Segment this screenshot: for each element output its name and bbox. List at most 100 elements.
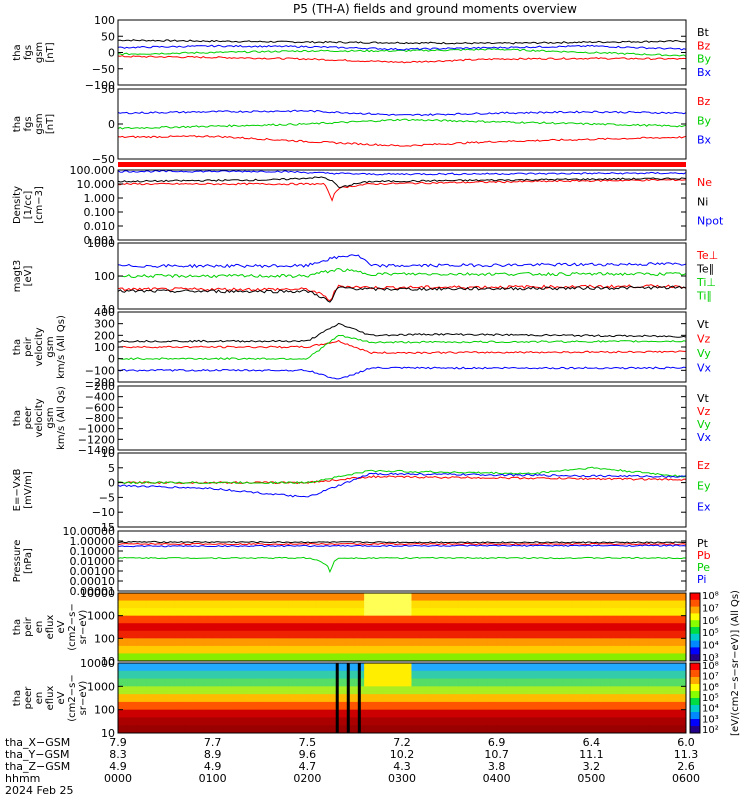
- spectrogram-cell: [278, 709, 289, 718]
- spectrogram-cell: [392, 608, 403, 617]
- spectrogram-cell: [544, 678, 554, 687]
- spectrogram-cell: [515, 593, 526, 602]
- spectrogram-cell: [203, 678, 214, 687]
- spectrogram-cell: [619, 615, 630, 624]
- spectrogram-cell: [231, 608, 242, 617]
- spectrogram-cell: [345, 725, 356, 734]
- colorbar-frame: [689, 592, 701, 662]
- spectrogram-cell: [193, 593, 204, 602]
- legend-entry-Bz: Bz: [697, 95, 711, 108]
- y-axis-label: Pressure: [12, 540, 23, 583]
- series-line-Ti⊥: [117, 267, 687, 279]
- spectrogram-cell: [468, 623, 479, 632]
- spectrogram-cell: [307, 686, 318, 695]
- spectrogram-cell: [411, 645, 422, 654]
- spectrogram-cell: [420, 638, 431, 647]
- spectrogram-cell: [278, 615, 289, 624]
- y-axis-label: [nT]: [45, 42, 56, 62]
- y-axis-label: [1/cc]: [23, 191, 34, 220]
- spectrogram-cell: [118, 678, 128, 687]
- spectrogram-cell: [667, 623, 678, 632]
- spectrogram-cell: [657, 623, 668, 632]
- spectrogram-cell: [648, 638, 659, 647]
- spectrogram-cell: [610, 608, 621, 617]
- spectrogram-cell: [174, 725, 185, 734]
- legend-entry-Ex: Ex: [697, 500, 711, 513]
- y-axis-label: [mV/m]: [23, 471, 34, 509]
- spectrogram-cell: [629, 630, 640, 639]
- spectrogram-cell: [600, 701, 611, 711]
- colorbar-cell: [690, 719, 700, 727]
- spectrogram-cell: [402, 701, 412, 711]
- spectrogram-cell: [534, 694, 545, 703]
- spectrogram-cell: [619, 717, 630, 726]
- series-line-Pt: [117, 540, 687, 544]
- spectrogram-cell: [591, 686, 602, 695]
- data-gap-bar: [335, 663, 339, 733]
- spectrogram-cell: [458, 623, 469, 632]
- spectrogram-cell: [676, 670, 687, 680]
- spectrogram-cell: [477, 630, 488, 639]
- spectrogram-cell: [127, 600, 138, 609]
- spectrogram-cell: [136, 600, 147, 609]
- y-tick-label: −200: [85, 376, 115, 389]
- spectrogram-cell: [326, 600, 337, 609]
- spectrogram-cell: [506, 623, 517, 632]
- spectrogram-cell: [392, 725, 403, 734]
- spectrogram-cell: [629, 686, 640, 695]
- spectrogram-cell: [506, 645, 517, 654]
- spectrogram-cell: [439, 701, 450, 711]
- spectrogram-cell: [506, 725, 517, 734]
- spectrogram-cell: [364, 686, 375, 695]
- spectrogram-cell: [250, 653, 261, 662]
- x-tick-label: 11.1: [579, 748, 604, 761]
- spectrogram-cell: [316, 663, 327, 672]
- spectrogram-cell: [354, 593, 365, 602]
- spectrogram-cell: [591, 600, 602, 609]
- spectrogram-cell: [373, 653, 384, 662]
- spectrogram-cell: [420, 694, 431, 703]
- spectrogram-cell: [544, 608, 554, 617]
- spectrogram-cell: [278, 645, 289, 654]
- spectrogram-cell: [572, 645, 583, 654]
- spectrogram-cell: [638, 663, 649, 672]
- spectrogram-cell: [174, 663, 185, 672]
- spectrogram-cell: [260, 701, 270, 711]
- spectrogram-cell: [193, 630, 204, 639]
- spectrogram-cell: [307, 600, 318, 609]
- spectrogram-cell: [307, 608, 318, 617]
- spectrogram-cell: [260, 663, 270, 672]
- spectrogram-cell: [231, 593, 242, 602]
- y-tick-label: 100: [94, 704, 115, 717]
- spectrogram-cell: [402, 608, 412, 617]
- y-axis-label: magt3: [12, 260, 23, 293]
- spectrogram-cell: [260, 725, 270, 734]
- spectrogram-cell: [364, 615, 375, 624]
- spectrogram-cell: [212, 709, 223, 718]
- spectrogram-cell: [212, 701, 223, 711]
- spectrogram-cell: [534, 709, 545, 718]
- spectrogram-cell: [458, 678, 469, 687]
- legend-entry-Ti⊥: Ti⊥: [696, 276, 716, 289]
- spectrogram-cell: [477, 638, 488, 647]
- spectrogram-cell: [581, 663, 592, 672]
- spectrogram-cell: [335, 670, 346, 680]
- spectrogram-cell: [581, 630, 592, 639]
- spectrogram-cell: [231, 701, 242, 711]
- spectrogram-cell: [496, 678, 507, 687]
- spectrogram-cell: [222, 630, 233, 639]
- spectrogram-cell: [326, 645, 337, 654]
- spectrogram-cell: [468, 638, 479, 647]
- spectrogram-cell: [468, 615, 479, 624]
- spectrogram-cell: [373, 638, 384, 647]
- spectrogram-cell: [477, 709, 488, 718]
- spectrogram-cell: [525, 630, 536, 639]
- y-axis-label: [nPa]: [23, 548, 34, 574]
- spectrogram-cell: [288, 694, 299, 703]
- spectrogram-cell: [610, 645, 621, 654]
- spectrogram-cell: [572, 600, 583, 609]
- spectrogram-cell: [402, 670, 412, 680]
- spectrogram-cell: [364, 701, 375, 711]
- spectrogram-cell: [411, 694, 422, 703]
- y-tick-label: −10: [92, 506, 115, 519]
